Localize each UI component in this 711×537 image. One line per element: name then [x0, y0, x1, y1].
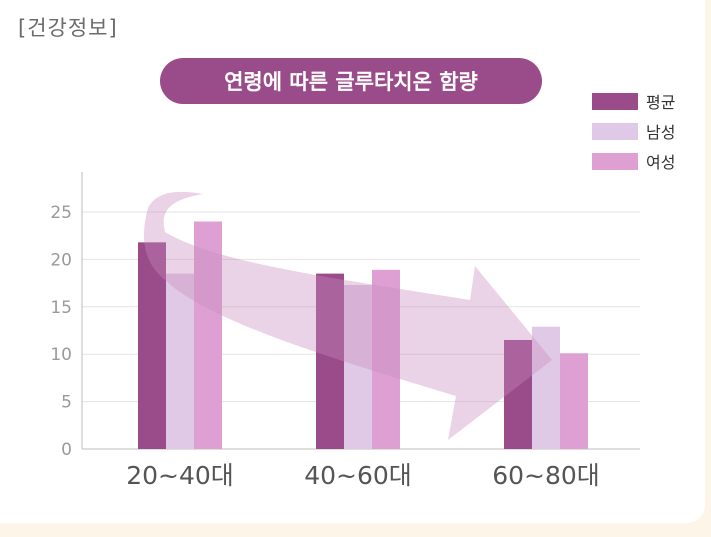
bar-female-2	[372, 269, 400, 449]
bars	[138, 221, 588, 449]
category-tag: [건강정보]	[18, 16, 118, 40]
legend-item-female: 여성	[592, 146, 675, 176]
y-tick-label-10: 10	[50, 345, 72, 365]
bar-female-1	[194, 221, 222, 449]
x-tick-label-2: 40~60대	[304, 461, 412, 490]
bar-male-1	[166, 273, 194, 449]
legend-swatch-male	[592, 122, 638, 140]
bar-male-2	[344, 284, 372, 449]
trend-arrow	[143, 191, 552, 440]
chart-legend: 평균 남성 여성	[592, 86, 675, 176]
y-tick-label-15: 15	[50, 298, 72, 318]
bar-average-3	[504, 339, 532, 449]
y-tick-label-5: 5	[61, 393, 72, 413]
x-tick-labels: 20~40대 40~60대 60~80대	[126, 461, 600, 490]
legend-label-average: 평균	[646, 93, 676, 112]
trend-arrow-shape	[143, 191, 552, 440]
legend-label-male: 남성	[646, 123, 676, 142]
bar-average-1	[138, 242, 166, 449]
x-tick-label-3: 60~80대	[492, 461, 600, 490]
legend-label-female: 여성	[646, 153, 676, 172]
legend-item-male: 남성	[592, 116, 675, 146]
bar-female-3	[560, 353, 588, 449]
y-tick-label-25: 25	[50, 203, 72, 223]
x-tick-label-1: 20~40대	[126, 461, 234, 490]
y-tick-labels: 0 5 10 15 20 25	[50, 203, 72, 460]
legend-item-average: 평균	[592, 86, 675, 116]
bar-average-2	[316, 273, 344, 449]
bar-male-3	[532, 326, 560, 449]
y-tick-label-20: 20	[50, 250, 72, 270]
legend-swatch-female	[592, 152, 638, 170]
legend-swatch-average	[592, 92, 638, 110]
chart-title: 연령에 따른 글루타치온 함량	[160, 58, 542, 104]
y-tick-label-0: 0	[61, 440, 72, 460]
